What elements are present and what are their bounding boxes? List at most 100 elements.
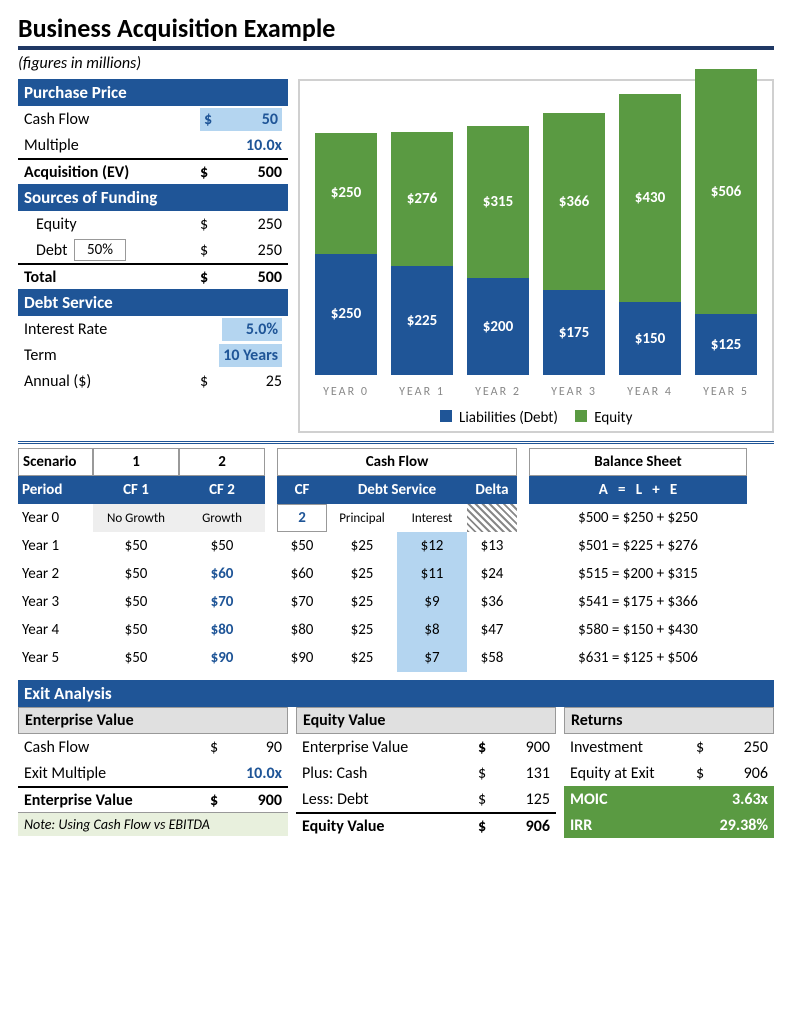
- table-cf2: $80: [179, 616, 265, 644]
- table-cf2: $90: [179, 644, 265, 672]
- bar-debt-segment: $250: [315, 254, 377, 375]
- table-cf: $70: [277, 588, 327, 616]
- equity-value-header: Equity Value: [296, 707, 556, 734]
- scenario-header: Scenario: [18, 448, 93, 476]
- table-cf2: $50: [179, 532, 265, 560]
- ret-moic-label: MOIC: [570, 790, 696, 809]
- table-interest: $12: [397, 532, 467, 560]
- table-cf: $80: [277, 616, 327, 644]
- ev-cf-cur: $: [210, 738, 228, 757]
- rate-label: Interest Rate: [24, 320, 222, 339]
- table-balance-sheet: $501 = $225 + $276: [529, 532, 747, 560]
- ev-total-label: Enterprise Value: [24, 791, 210, 810]
- table-cf2: $70: [179, 588, 265, 616]
- cf1-header: CF 1: [93, 476, 179, 504]
- table-delta: $24: [467, 560, 517, 588]
- gap: [265, 504, 277, 532]
- table-cf: $60: [277, 560, 327, 588]
- chart-legend: Liabilities (Debt) Equity: [306, 409, 766, 427]
- cf2-header: CF 2: [179, 476, 265, 504]
- gap: [265, 532, 277, 560]
- delta-header: Delta: [467, 476, 517, 504]
- ret-eq-cur: $: [696, 764, 714, 783]
- annual-label: Annual ($): [24, 372, 200, 391]
- capital-structure-chart: $250$250YEAR 0$225$276YEAR 1$200$315YEAR…: [298, 79, 774, 433]
- chart-bar: $200$315YEAR 2: [467, 126, 529, 399]
- projection-table: Scenario12Cash FlowBalance SheetPeriodCF…: [18, 448, 774, 672]
- year0-cf2: Growth: [179, 504, 265, 532]
- ev-cf-label: Cash Flow: [24, 738, 210, 757]
- table-cf1: $50: [93, 644, 179, 672]
- bar-year-label: YEAR 3: [551, 385, 597, 399]
- gap: [265, 616, 277, 644]
- ev-total-val: 900: [228, 791, 282, 810]
- page-title: Business Acquisition Example: [18, 12, 774, 50]
- legend-debt-swatch: [440, 410, 452, 422]
- gap: [265, 644, 277, 672]
- table-principal: $25: [327, 644, 397, 672]
- cf-scenario-selector[interactable]: 2: [277, 504, 327, 532]
- bar-equity-segment: $276: [391, 132, 453, 266]
- year0-cf1: No Growth: [93, 504, 179, 532]
- interest-header: Interest: [397, 504, 467, 532]
- table-balance-sheet: $515 = $200 + $315: [529, 560, 747, 588]
- legend-equity-label: Equity: [594, 409, 632, 427]
- bar-equity-segment: $250: [315, 133, 377, 254]
- table-period: Year 3: [18, 588, 93, 616]
- ev-cf-val: 90: [228, 738, 282, 757]
- ret-eq-val: 906: [714, 764, 768, 783]
- exit-analysis-header: Exit Analysis: [18, 680, 774, 707]
- ret-inv-label: Investment: [570, 738, 696, 757]
- chart-bar: $250$250YEAR 0: [315, 133, 377, 399]
- equity-value: 250: [222, 215, 282, 234]
- gap: [517, 476, 529, 504]
- ev-note: Note: Using Cash Flow vs EBITDA: [18, 812, 288, 836]
- gap: [265, 448, 277, 476]
- table-interest: $9: [397, 588, 467, 616]
- ret-eq-label: Equity at Exit: [570, 764, 696, 783]
- chart-bar: $175$366YEAR 3: [543, 113, 605, 399]
- ret-inv-cur: $: [696, 738, 714, 757]
- period-header: Period: [18, 476, 93, 504]
- eq-debt-label: Less: Debt: [302, 790, 478, 809]
- debt-value: 250: [222, 241, 282, 260]
- subtitle: (figures in millions): [18, 54, 774, 73]
- acquisition-label: Acquisition (EV): [24, 163, 200, 182]
- debt-pct-input[interactable]: 50%: [74, 239, 126, 261]
- multiple-value[interactable]: 10.0x: [222, 136, 282, 155]
- term-value[interactable]: 10 Years: [219, 344, 282, 367]
- eq-ev-cur: $: [478, 738, 496, 757]
- gap: [517, 532, 529, 560]
- multiple-label: Multiple: [24, 136, 222, 155]
- debt-currency: $: [200, 241, 222, 260]
- table-cf1: $50: [93, 532, 179, 560]
- gap: [265, 588, 277, 616]
- table-interest: $8: [397, 616, 467, 644]
- ev-mult-val[interactable]: 10.0x: [228, 764, 282, 783]
- cash-flow-currency: $: [204, 110, 224, 129]
- inputs-panel: Purchase Price Cash Flow $ 50 Multiple 1…: [18, 79, 288, 433]
- total-value: 500: [222, 268, 282, 287]
- eq-total-val: 906: [496, 817, 550, 836]
- acq-currency: $: [200, 163, 222, 182]
- cash-flow-value[interactable]: 50: [224, 110, 278, 129]
- sources-header: Sources of Funding: [18, 184, 288, 211]
- scenario-2-header: 2: [179, 448, 265, 476]
- table-principal: $25: [327, 532, 397, 560]
- legend-equity-swatch: [575, 410, 587, 422]
- balance-sheet-header: Balance Sheet: [529, 448, 747, 476]
- debt-service-header: Debt Service: [18, 289, 288, 316]
- table-cf2: $60: [179, 560, 265, 588]
- table-period: Year 5: [18, 644, 93, 672]
- table-delta: $36: [467, 588, 517, 616]
- sources-total-label: Total: [24, 268, 200, 287]
- gap: [265, 476, 277, 504]
- chart-bar: $225$276YEAR 1: [391, 132, 453, 399]
- scenario-1-header: 1: [93, 448, 179, 476]
- gap: [265, 560, 277, 588]
- table-cf1: $50: [93, 616, 179, 644]
- rate-value[interactable]: 5.0%: [222, 318, 282, 341]
- divider: [18, 441, 774, 444]
- chart-bar: $125$506YEAR 5: [695, 69, 757, 399]
- delta-year0: [467, 504, 517, 532]
